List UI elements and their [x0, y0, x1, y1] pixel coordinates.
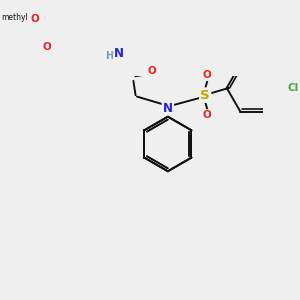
Text: N: N — [163, 102, 173, 115]
Text: O: O — [203, 70, 212, 80]
Text: N: N — [114, 47, 124, 60]
Text: S: S — [200, 88, 210, 102]
Text: O: O — [31, 14, 40, 24]
Text: O: O — [203, 110, 212, 120]
Text: methyl: methyl — [2, 13, 28, 22]
Text: Cl: Cl — [288, 83, 299, 93]
Text: O: O — [42, 42, 51, 52]
Text: O: O — [148, 67, 156, 76]
Text: H: H — [105, 51, 113, 61]
